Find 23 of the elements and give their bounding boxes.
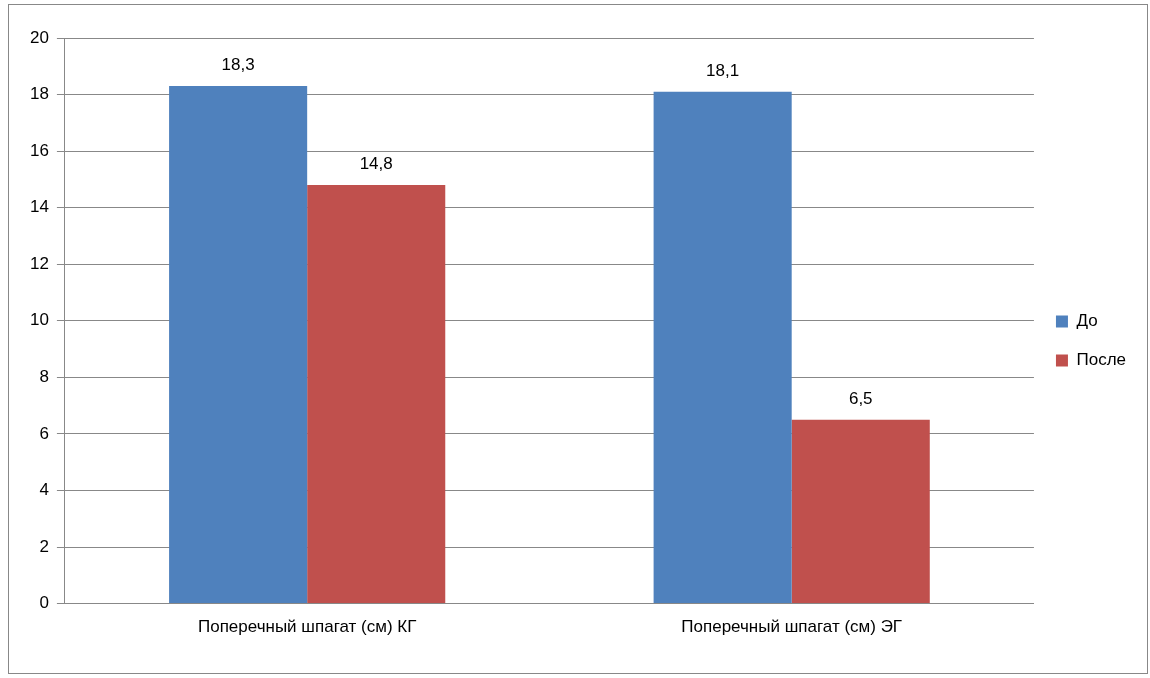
- legend-label: До: [1076, 311, 1098, 331]
- x-tick-label: Поперечный шпагат (см) КГ: [197, 617, 417, 637]
- x-tick-label: Поперечный шпагат (см) ЭГ: [681, 617, 903, 637]
- y-tick-label: 14: [29, 197, 49, 217]
- y-tick-label: 16: [29, 140, 49, 160]
- y-tick-label: 12: [29, 253, 49, 273]
- data-label: 14,8: [359, 154, 393, 174]
- bar: [169, 86, 308, 604]
- y-tick-label: 10: [29, 310, 49, 330]
- data-label: 18,3: [221, 55, 255, 75]
- y-tick-label: 2: [39, 536, 49, 556]
- legend-label: После: [1076, 350, 1127, 370]
- y-tick-label: 18: [29, 84, 49, 104]
- y-tick-label: 0: [39, 593, 49, 613]
- y-tick-label: 6: [39, 423, 49, 443]
- y-tick-label: 4: [39, 480, 49, 500]
- bar: [307, 185, 446, 604]
- y-tick-label: 20: [29, 27, 49, 47]
- bar: [791, 419, 930, 604]
- data-label: 6,5: [848, 388, 873, 408]
- bar: [653, 91, 792, 604]
- data-label: 18,1: [706, 60, 740, 80]
- y-tick-label: 8: [39, 367, 49, 387]
